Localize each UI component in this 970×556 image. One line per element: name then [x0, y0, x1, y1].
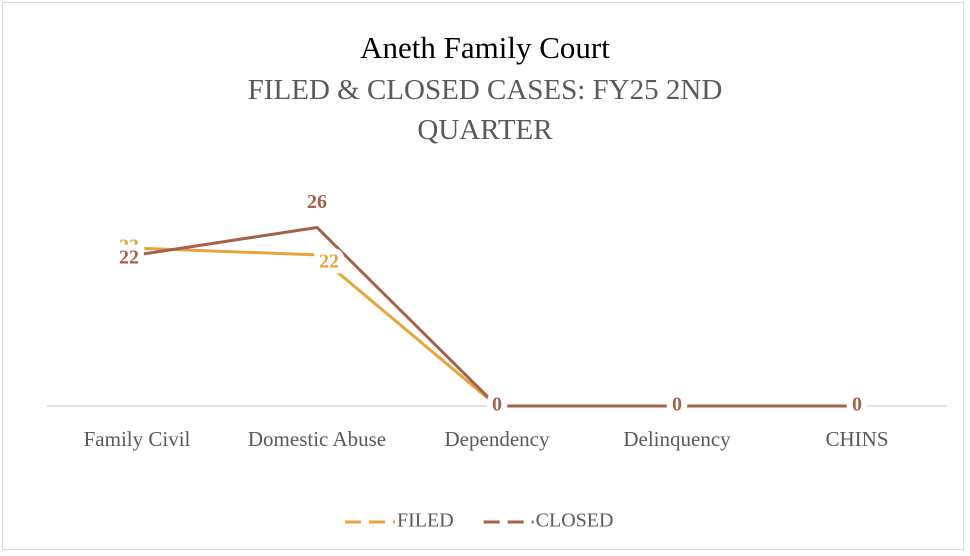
legend-label: FILED [397, 510, 454, 532]
data-label: 0 [672, 394, 682, 416]
series-line [136, 246, 857, 408]
data-label: 22 [119, 247, 139, 269]
x-tick-label: Delinquency [623, 427, 731, 451]
data-label: 26 [307, 191, 327, 213]
chart-border [2, 2, 964, 550]
data-label: 0 [852, 394, 862, 416]
x-tick-label: Dependency [444, 427, 550, 451]
x-tick-label: CHINS [825, 427, 889, 451]
data-label: 0 [492, 394, 502, 416]
legend-label: CLOSED [536, 510, 614, 532]
series-line [136, 225, 857, 408]
x-tick-label: Family Civil [83, 427, 191, 451]
data-label: 22 [319, 251, 339, 273]
x-tick-label: Domestic Abuse [247, 427, 387, 451]
chart-subtitle: FILED & CLOSED CASES: FY25 2ND QUARTER [247, 74, 723, 146]
chart-title: Aneth Family Court [360, 30, 610, 65]
